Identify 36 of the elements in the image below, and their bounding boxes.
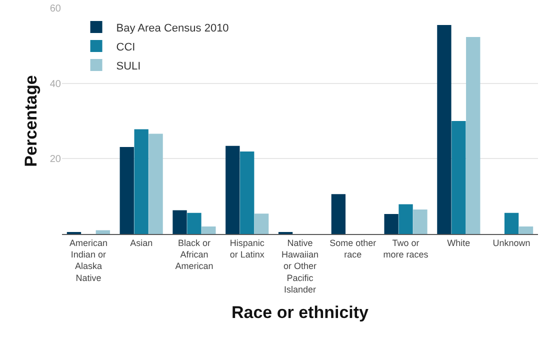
bar bbox=[120, 146, 134, 234]
bar bbox=[466, 37, 480, 234]
bar bbox=[518, 226, 534, 234]
bar bbox=[202, 226, 216, 234]
bar bbox=[187, 212, 202, 234]
bar bbox=[331, 194, 346, 234]
y-tick-label: 40 bbox=[50, 78, 62, 90]
bar bbox=[148, 134, 163, 234]
bar bbox=[226, 146, 240, 234]
y-axis-title: Percentage bbox=[21, 75, 40, 167]
x-axis-title: Race or ethnicity bbox=[232, 303, 370, 322]
y-tick-label: 20 bbox=[50, 154, 62, 166]
bar bbox=[134, 129, 148, 234]
bar bbox=[240, 152, 254, 234]
bar bbox=[96, 230, 110, 234]
x-tick-label: Black or African American bbox=[175, 238, 214, 272]
y-tick-label: 60 bbox=[50, 4, 62, 14]
x-tick-label: Two or more races bbox=[383, 238, 429, 260]
x-tick-label: Unknown bbox=[492, 238, 530, 248]
x-tick-label: White bbox=[447, 238, 470, 248]
bar bbox=[398, 204, 413, 234]
bar bbox=[437, 24, 452, 234]
legend-label: Bay Area Census 2010 bbox=[116, 22, 229, 34]
x-tick-label: Asian bbox=[130, 238, 153, 248]
bar bbox=[384, 214, 398, 234]
bar bbox=[413, 210, 428, 234]
x-tick-label: Hispanic or Latinx bbox=[230, 238, 265, 260]
bar bbox=[254, 214, 269, 234]
bar bbox=[504, 212, 519, 234]
x-tick-label: American Indian or Alaska Native bbox=[69, 238, 108, 283]
x-tick-label: Native Hawaiian or Other Pacific Islander bbox=[281, 238, 319, 295]
bar bbox=[172, 210, 187, 234]
x-tick-label: Some other race bbox=[330, 238, 376, 260]
bar bbox=[452, 121, 466, 234]
legend-label: SULI bbox=[116, 60, 141, 72]
legend-label: CCI bbox=[116, 41, 136, 54]
